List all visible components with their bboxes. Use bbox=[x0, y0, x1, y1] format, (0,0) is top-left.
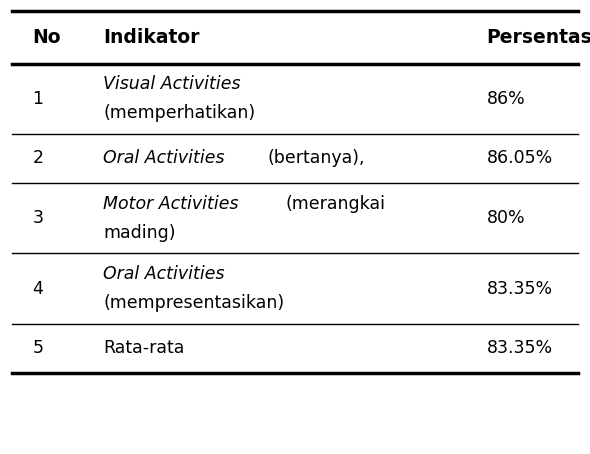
Text: Indikator: Indikator bbox=[103, 28, 200, 47]
Text: 5: 5 bbox=[32, 339, 44, 357]
Text: Oral Activities: Oral Activities bbox=[103, 149, 230, 168]
Text: Motor Activities: Motor Activities bbox=[103, 195, 244, 212]
Text: No: No bbox=[32, 28, 61, 47]
Text: 3: 3 bbox=[32, 209, 44, 227]
Text: 86%: 86% bbox=[487, 90, 526, 108]
Text: (memperhatikan): (memperhatikan) bbox=[103, 104, 255, 122]
Text: mading): mading) bbox=[103, 224, 176, 242]
Text: (bertanya),: (bertanya), bbox=[267, 149, 365, 168]
Text: Persentase: Persentase bbox=[487, 28, 590, 47]
Text: 4: 4 bbox=[32, 280, 43, 297]
Text: Rata-rata: Rata-rata bbox=[103, 339, 185, 357]
Text: 80%: 80% bbox=[487, 209, 525, 227]
Text: 1: 1 bbox=[32, 90, 44, 108]
Text: 2: 2 bbox=[32, 149, 44, 168]
Text: Visual Activities: Visual Activities bbox=[103, 75, 241, 93]
Text: Oral Activities: Oral Activities bbox=[103, 265, 225, 283]
Text: 86.05%: 86.05% bbox=[487, 149, 553, 168]
Text: (merangkai: (merangkai bbox=[285, 195, 385, 212]
Text: (mempresentasikan): (mempresentasikan) bbox=[103, 294, 284, 312]
Text: 83.35%: 83.35% bbox=[487, 339, 553, 357]
Text: 83.35%: 83.35% bbox=[487, 280, 553, 297]
